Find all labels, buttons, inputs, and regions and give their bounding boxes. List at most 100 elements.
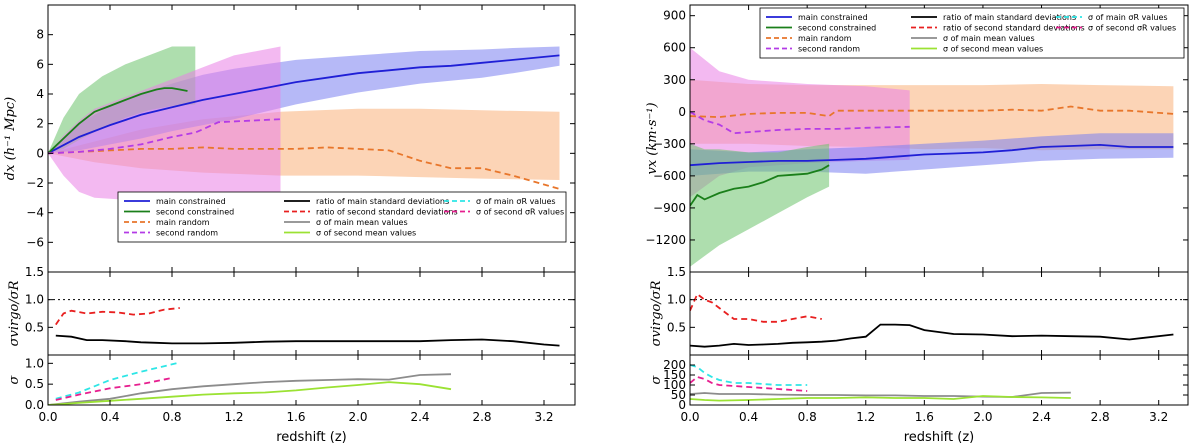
series-second-random <box>48 118 281 155</box>
x-axis-label: redshift (z) <box>276 430 346 445</box>
legend-entry-label: ratio of main standard deviations <box>943 13 1076 22</box>
x-tick-label: 2.8 <box>1091 410 1110 424</box>
series-σ-of-main-σR-values <box>690 364 808 386</box>
y-tick-label: 4 <box>36 87 44 101</box>
legend-entry-label: ratio of second standard deviations <box>943 24 1085 33</box>
legend-entry-label: σ of second mean values <box>943 45 1043 54</box>
legend-entry-label: second random <box>156 229 218 238</box>
series-main-constrained <box>48 54 560 155</box>
series-second-constrained <box>690 164 830 207</box>
y-tick-label: 1.0 <box>667 293 686 307</box>
y-axis-label: σvirgo/σR <box>649 280 664 346</box>
right-top-subplot: −1200 −900 −600 −300 0 300 600 900 vx (km·s⁻¹) <box>645 4 1189 273</box>
legend-entry-label: σ of main mean values <box>943 34 1035 43</box>
x-axis-label: redshift (z) <box>904 430 974 445</box>
y-tick-label: −900 <box>653 201 686 215</box>
series-σ-of-main-mean-values <box>48 373 452 405</box>
legend-entry-label: second constrained <box>156 208 234 217</box>
y-tick-label: −6 <box>26 235 44 249</box>
legend-entry-label: main constrained <box>798 13 868 22</box>
axes-frame <box>47 271 576 356</box>
right-chart-panel: −1200 −900 −600 −300 0 300 600 900 vx (km·s⁻¹) 0.… <box>645 4 1189 445</box>
left-top-subplot: −6 −4 −2 0 2 4 6 8 dx (h⁻¹ Mpc) <box>3 4 576 273</box>
y-tick-label: 200 <box>663 358 686 372</box>
y-tick-label: 0 <box>678 398 686 412</box>
y-tick-label: 300 <box>663 73 686 87</box>
legend-entry-label: main random <box>798 34 852 43</box>
y-axis-label: σ <box>7 374 22 384</box>
y-tick-label: 1.0 <box>25 356 44 370</box>
series-second-constrained <box>48 87 188 154</box>
series-main-constrained <box>690 143 1174 167</box>
x-tick-label: 1.6 <box>286 410 305 424</box>
legend-entry-label: σ of main σR values <box>476 197 556 206</box>
y-tick-label: 2 <box>36 117 44 131</box>
x-tick-label: 2.8 <box>472 410 491 424</box>
x-tick-label: 0.0 <box>38 410 57 424</box>
y-tick-label: 900 <box>663 9 686 23</box>
series-ratio-of-main-standard-deviations <box>690 323 1174 348</box>
series-ratio-of-second-standard-deviations <box>55 307 180 326</box>
left-chart-panel: −6 −4 −2 0 2 4 6 8 dx (h⁻¹ Mpc) 0.5 1.0 1.5σvirgo/σ… <box>3 4 576 445</box>
y-tick-label: 1.5 <box>25 265 44 279</box>
y-axis-label: vx (km·s⁻¹) <box>645 102 660 174</box>
left-bot-subplot: 0.0 0.5 1.0σ <box>7 354 576 412</box>
x-tick-label: 0.4 <box>739 410 758 424</box>
y-tick-label: −300 <box>653 137 686 151</box>
legend-entry-label: σ of second mean values <box>316 229 416 238</box>
series-σ-of-second-σR-values <box>55 377 173 401</box>
y-tick-label: 1.0 <box>25 293 44 307</box>
x-tick-label: 1.2 <box>856 410 875 424</box>
y-tick-label: 50 <box>671 388 686 402</box>
x-tick-label: 2.4 <box>1032 410 1051 424</box>
y-tick-label: 0.5 <box>25 377 44 391</box>
x-tick-label: 2.4 <box>410 410 429 424</box>
x-tick-label: 3.2 <box>1149 410 1168 424</box>
axes-frame <box>689 354 1189 406</box>
axes-frame <box>47 354 576 406</box>
y-tick-label: 0 <box>678 105 686 119</box>
x-tick-label: 0.8 <box>798 410 817 424</box>
x-tick-label: 1.6 <box>915 410 934 424</box>
series-ratio-of-main-standard-deviations <box>55 334 560 347</box>
legend-entry-label: main random <box>156 218 210 227</box>
legend-frame <box>759 7 1185 59</box>
y-tick-label: 1.5 <box>667 265 686 279</box>
x-tick-label: 0.8 <box>162 410 181 424</box>
series-main-random <box>690 105 1174 119</box>
y-tick-label: −1200 <box>645 233 686 247</box>
legend-entry-label: second constrained <box>798 24 876 33</box>
legend-frame <box>117 191 567 243</box>
series-ratio-of-second-standard-deviations <box>690 292 822 323</box>
y-tick-label: 0.5 <box>667 320 686 334</box>
legend-entry-label: σ of main mean values <box>316 218 408 227</box>
series-σ-of-second-mean-values <box>690 395 1071 402</box>
series-second-random <box>690 111 910 135</box>
series-σ-of-second-mean-values <box>48 381 452 405</box>
y-axis-label: dx (h⁻¹ Mpc) <box>3 97 18 180</box>
y-tick-label: 100 <box>663 378 686 392</box>
x-tick-label: 2.0 <box>973 410 992 424</box>
x-tick-label: 0.4 <box>100 410 119 424</box>
y-tick-label: −600 <box>653 169 686 183</box>
legend-entry-label: σ of main σR values <box>1088 13 1168 22</box>
series-σ-of-main-σR-values <box>55 361 181 400</box>
y-tick-label: 0 <box>36 146 44 160</box>
y-tick-label: 150 <box>663 368 686 382</box>
legend-entry-label: σ of second σR values <box>476 208 564 217</box>
x-tick-label: 1.2 <box>224 410 243 424</box>
legend-entry-label: main constrained <box>156 197 226 206</box>
axes-frame <box>689 271 1189 356</box>
y-axis-label: σvirgo/σR <box>7 280 22 346</box>
legend-entry-label: ratio of main standard deviations <box>316 197 449 206</box>
legend-entry-label: second random <box>798 45 860 54</box>
series-σ-of-second-σR-values <box>690 376 808 392</box>
y-tick-label: −2 <box>26 176 44 190</box>
y-axis-label: σ <box>649 374 664 384</box>
y-tick-label: 8 <box>36 28 44 42</box>
